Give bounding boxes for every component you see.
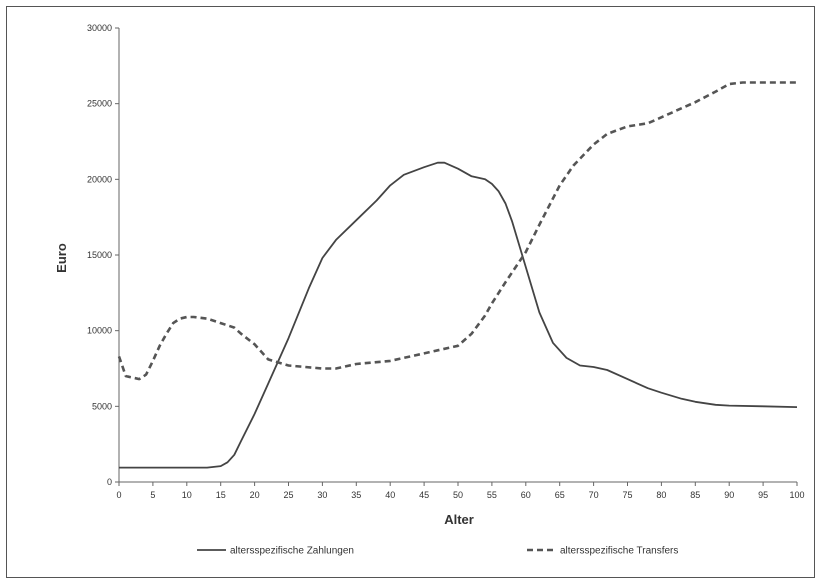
- x-tick-label: 70: [589, 490, 599, 500]
- x-tick-label: 75: [622, 490, 632, 500]
- x-tick-label: 25: [283, 490, 293, 500]
- y-tick-label: 0: [107, 477, 112, 487]
- x-tick-label: 65: [555, 490, 565, 500]
- y-tick-label: 20000: [87, 174, 112, 184]
- x-axis-title: Alter: [444, 512, 474, 527]
- y-tick-label: 25000: [87, 99, 112, 109]
- chart-frame: [6, 6, 815, 578]
- chart-series: [117, 81, 798, 469]
- series-line-zahlungen: [119, 161, 798, 469]
- x-tick-label: 50: [453, 490, 463, 500]
- x-tick-label: 45: [419, 490, 429, 500]
- x-tick-label: 15: [216, 490, 226, 500]
- x-tick-label: 85: [690, 490, 700, 500]
- series-line-transfers: [117, 81, 797, 381]
- chart-ticks: 0 5000 10000 15000 20000 25000 30000 0 5 10 15 20 25…: [87, 23, 805, 500]
- x-tick-label: 100: [789, 490, 804, 500]
- x-tick-label: 40: [385, 490, 395, 500]
- x-tick-label: 60: [521, 490, 531, 500]
- legend-label: altersspezifische Transfers: [560, 546, 678, 557]
- x-tick-label: 95: [758, 490, 768, 500]
- x-tick-label: 90: [724, 490, 734, 500]
- x-tick-label: 30: [317, 490, 327, 500]
- x-tick-label: 0: [116, 490, 121, 500]
- chart-legend: altersspezifische Zahlungen altersspezifi…: [197, 546, 678, 557]
- y-axis-title: Euro: [54, 243, 69, 273]
- y-tick-label: 10000: [87, 326, 112, 336]
- x-tick-label: 55: [487, 490, 497, 500]
- y-tick-label: 30000: [87, 23, 112, 33]
- chart-axes: [118, 28, 797, 483]
- x-tick-label: 5: [150, 490, 155, 500]
- y-tick-label: 15000: [87, 250, 112, 260]
- x-tick-label: 10: [182, 490, 192, 500]
- y-tick-label: 5000: [92, 401, 112, 411]
- x-tick-label: 80: [656, 490, 666, 500]
- x-tick-label: 20: [250, 490, 260, 500]
- x-tick-label: 35: [351, 490, 361, 500]
- legend-label: altersspezifische Zahlungen: [230, 546, 354, 557]
